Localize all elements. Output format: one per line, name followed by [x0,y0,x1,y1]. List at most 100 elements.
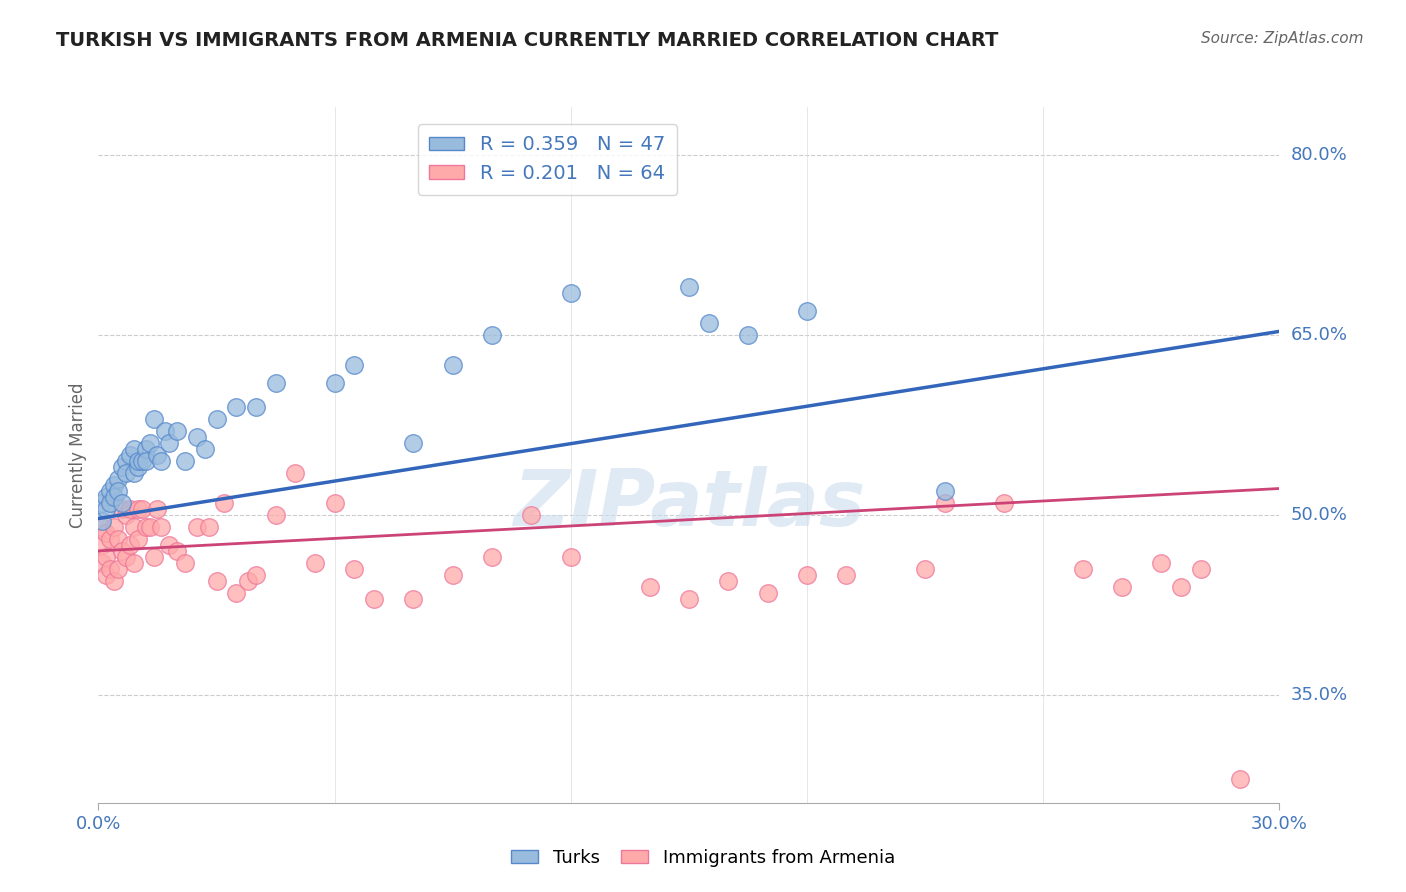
Point [91,538,114,552]
Point [717,574,740,588]
Point [91,520,114,534]
Point [934,483,956,498]
Point [323,496,346,510]
Point [481,328,503,343]
Point [135,520,157,534]
Point [96,549,118,564]
Point [1170,580,1192,594]
Point [127,454,149,468]
Point [1229,772,1251,786]
Point [697,316,720,330]
Point [737,328,759,343]
Point [560,285,582,300]
Point [214,496,236,510]
Point [1189,562,1212,576]
Point [205,412,228,426]
Point [155,424,177,438]
Point [107,483,129,498]
Point [122,466,145,480]
Point [402,591,425,606]
Point [796,567,818,582]
Text: ZIPatlas: ZIPatlas [513,466,865,541]
Point [756,586,779,600]
Text: 50.0%: 50.0% [1291,506,1347,524]
Point [146,448,169,462]
Point [138,436,160,450]
Text: 35.0%: 35.0% [1291,686,1348,704]
Point [98,532,121,546]
Point [194,442,217,456]
Point [934,496,956,510]
Point [441,567,464,582]
Point [174,454,197,468]
Point [131,502,153,516]
Point [91,556,114,570]
Point [323,376,346,390]
Point [343,358,366,372]
Point [138,520,160,534]
Point [174,556,197,570]
Point [186,520,208,534]
Point [135,442,157,456]
Text: 65.0%: 65.0% [1291,326,1347,344]
Point [103,490,125,504]
Point [245,400,267,414]
Point [142,549,165,564]
Point [225,586,247,600]
Point [264,508,287,522]
Point [225,400,247,414]
Point [166,544,188,558]
Point [1150,556,1173,570]
Point [245,567,267,582]
Point [157,538,180,552]
Point [111,459,134,474]
Point [118,502,141,516]
Point [107,562,129,576]
Point [127,502,149,516]
Text: Source: ZipAtlas.com: Source: ZipAtlas.com [1201,31,1364,46]
Point [127,459,149,474]
Point [127,532,149,546]
Text: TURKISH VS IMMIGRANTS FROM ARMENIA CURRENTLY MARRIED CORRELATION CHART: TURKISH VS IMMIGRANTS FROM ARMENIA CURRE… [56,31,998,50]
Point [150,520,173,534]
Point [96,502,118,516]
Point [363,591,385,606]
Point [678,591,700,606]
Point [284,466,307,480]
Point [115,454,138,468]
Point [115,466,138,480]
Point [103,478,125,492]
Point [150,454,173,468]
Point [304,556,326,570]
Point [146,502,169,516]
Point [441,358,464,372]
Point [91,496,114,510]
Point [343,562,366,576]
Text: 80.0%: 80.0% [1291,146,1347,164]
Point [835,567,858,582]
Point [560,549,582,564]
Point [402,436,425,450]
Legend: Turks, Immigrants from Armenia: Turks, Immigrants from Armenia [503,842,903,874]
Point [96,567,118,582]
Point [111,496,134,510]
Point [142,412,165,426]
Point [103,520,125,534]
Point [914,562,936,576]
Point [98,496,121,510]
Point [107,472,129,486]
Point [264,376,287,390]
Point [796,304,818,318]
Point [1111,580,1133,594]
Point [115,549,138,564]
Point [157,436,180,450]
Point [197,520,219,534]
Point [638,580,661,594]
Point [481,549,503,564]
Point [236,574,259,588]
Y-axis label: Currently Married: Currently Married [69,382,87,528]
Point [122,442,145,456]
Point [186,430,208,444]
Point [96,525,118,540]
Point [993,496,1015,510]
